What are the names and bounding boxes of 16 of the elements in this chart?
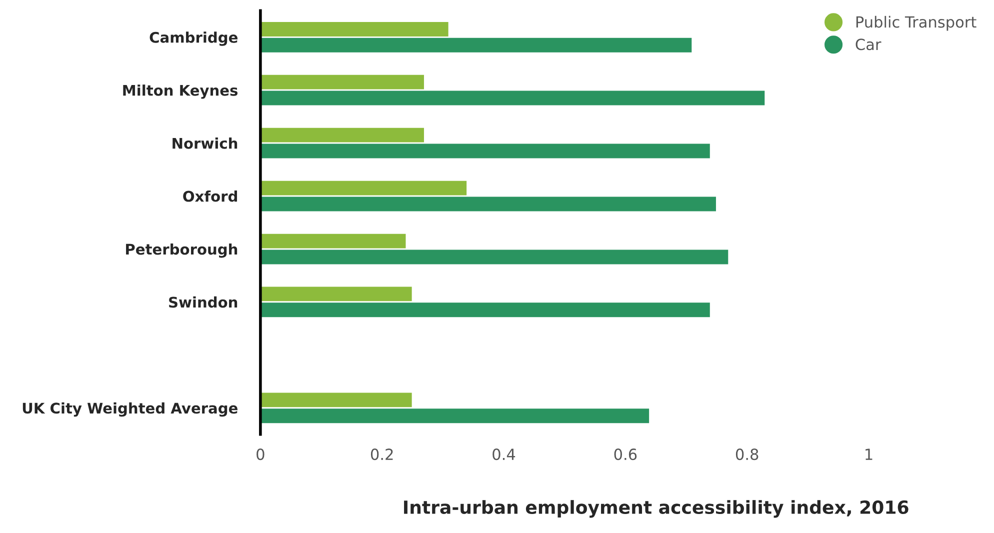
- x-tick-label: 0: [256, 448, 264, 460]
- x-tick-label: 0.6: [614, 448, 637, 460]
- x-axis-title: Intra-urban employment accessibility index, 2016: [404, 500, 908, 518]
- x-tick-label: 1: [866, 448, 872, 460]
- y-tick-label: Swindon: [169, 296, 238, 308]
- x-tick-label: 0.8: [736, 448, 758, 460]
- y-tick-label: Norwich: [172, 138, 238, 149]
- legend-label: Car: [856, 38, 882, 50]
- y-tick-label: Cambridge: [150, 32, 238, 46]
- y-tick-label: Milton Keynes: [123, 84, 238, 99]
- y-tick-label: UK City Weighted Average: [22, 402, 238, 417]
- y-tick-label: Peterborough: [126, 243, 238, 258]
- x-tick-label: 0.2: [370, 448, 393, 460]
- x-tick-label: 0.4: [492, 448, 516, 460]
- legend-label: Public Transport: [856, 16, 976, 31]
- y-tick-label: Oxford: [183, 190, 237, 202]
